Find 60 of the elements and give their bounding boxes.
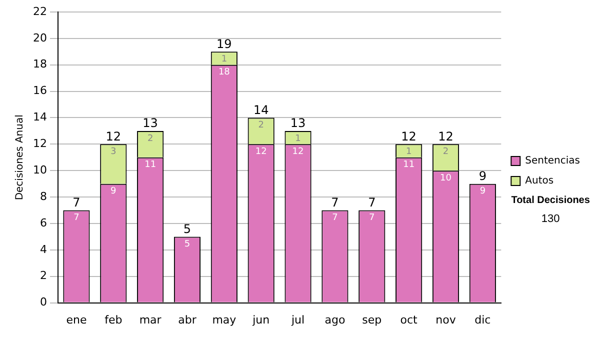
y-tick-label: 16	[32, 84, 47, 98]
data-label: 12	[292, 147, 304, 158]
y-tick-label: 0	[40, 296, 47, 309]
x-tick-label: jun	[252, 313, 270, 326]
text: Total Decisiones	[511, 194, 590, 206]
total-label: 12	[438, 129, 454, 144]
data-label: 18	[218, 68, 230, 78]
total-label: 13	[290, 116, 306, 130]
total-label: 5	[183, 222, 192, 236]
x-tick-label: nov	[436, 313, 456, 326]
total-label: 7	[368, 195, 376, 210]
total-label: 9	[478, 168, 486, 183]
x-tick-label: feb	[104, 313, 122, 326]
y-tick-label: 2	[40, 269, 47, 282]
y-tick-label: 22	[32, 4, 47, 18]
x-tick-label: dic	[474, 313, 491, 326]
x-tick-label: ago	[324, 313, 346, 326]
legend-label: Sentencias	[525, 156, 580, 167]
data-label: 7	[332, 213, 338, 224]
total-label: 12	[401, 129, 416, 144]
data-label: 12	[255, 147, 267, 158]
x-tick-label: sep	[362, 313, 382, 326]
text: 130	[541, 213, 560, 226]
data-label: 11	[144, 160, 156, 170]
total-label: 19	[216, 36, 232, 51]
x-tick-label: oct	[400, 313, 418, 326]
data-label: 1	[406, 147, 412, 158]
x-tick-label: abr	[178, 313, 197, 326]
data-label: 2	[442, 147, 449, 158]
y-tick-label: 18	[32, 58, 47, 71]
data-label: 2	[258, 120, 264, 131]
data-label: 1	[295, 134, 301, 144]
y-tick-label: 8	[40, 190, 47, 203]
total-label: 14	[253, 102, 269, 117]
data-label: 3	[110, 147, 116, 158]
total-label: 7	[331, 195, 339, 210]
data-label: 10	[440, 173, 452, 184]
y-tick-label: 6	[40, 216, 47, 230]
y-tick-label: 14	[32, 110, 47, 124]
data-label: 1	[221, 54, 228, 64]
data-label: 9	[110, 186, 117, 197]
y-tick-label: 4	[40, 242, 47, 256]
legend-label: Autos	[525, 176, 554, 187]
y-tick-label: 12	[32, 137, 47, 150]
x-tick-label: may	[212, 313, 237, 326]
total-label: 12	[106, 129, 122, 144]
x-tick-label: mar	[139, 313, 162, 326]
data-label: 2	[147, 134, 154, 144]
y-tick-label: 10	[32, 163, 47, 176]
y-axis-title: Decisiones Anual	[14, 114, 26, 200]
x-tick-label: ene	[66, 313, 87, 326]
data-label: 7	[369, 213, 375, 224]
total-label: 7	[72, 195, 80, 210]
data-label: 11	[403, 160, 415, 170]
total-label: 13	[142, 116, 158, 130]
data-label: 7	[74, 213, 80, 224]
data-label: 5	[184, 240, 190, 250]
x-tick-label: jul	[290, 313, 305, 326]
y-tick-label: 20	[32, 31, 47, 44]
data-label: 9	[480, 186, 486, 197]
